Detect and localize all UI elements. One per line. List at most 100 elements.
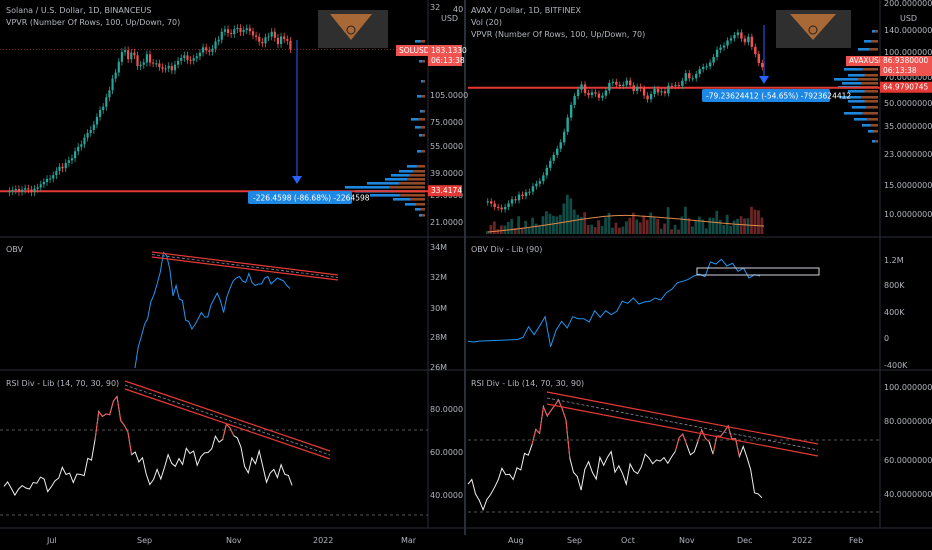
avax-candle [569,104,573,118]
sol-candle [242,30,245,33]
right-price-tick: 23.0000000 [884,150,932,159]
sol-candle [145,54,148,63]
avax-candle [625,80,628,85]
avax-candle [590,92,594,96]
avax-candle [747,36,750,43]
sol-candle [74,151,77,159]
left-price-tag: 183.1330 [431,46,467,55]
avax-candle [695,74,698,79]
right-volume-profile-down [867,118,878,121]
avax-volume-bar [486,231,489,234]
sol-candle [208,50,211,52]
right-countdown-tag: 06:13:38 [883,66,917,75]
sol-candle [70,158,74,161]
avax-volume-bar [656,218,660,234]
left-volume-profile-down [389,186,425,189]
left-obv-tick: 32M [430,273,447,282]
sol-candle [255,35,258,37]
avax-volume-bar [572,209,576,234]
right-volume-profile-down [875,140,878,143]
avax-candle [531,186,535,192]
right-volume-profile-up [848,100,865,103]
avax-volume-bar [697,216,701,234]
avax-volume-bar [510,218,514,234]
left-time-tick: 2022 [313,536,333,545]
avax-candle [549,160,552,168]
right-volume-profile-up [864,40,872,43]
sol-candle [189,59,192,61]
avax-candle [701,66,705,70]
right-volume-profile-up [852,106,867,109]
left-volume-profile-down [416,165,425,168]
avax-volume-bar [503,225,507,234]
left-measure-label: -226.4598 (-86.68%) -2264598 [253,194,370,203]
sol-candle [180,58,183,61]
avax-volume-bar [736,218,739,234]
left-volume-profile-up [407,165,417,168]
avax-volume-bar [517,216,521,234]
sol-candle [186,55,189,60]
right-rsi-channel-upper [546,391,819,445]
avax-candle [705,66,708,68]
right-measure-box [702,89,830,102]
sol-candle [11,190,14,192]
left-rsi-channel-mid [124,384,331,456]
avax-candle [514,199,517,201]
avax-volume-bar [579,216,583,234]
sol-candle [133,52,136,56]
sol-candle [14,189,17,191]
left-rsi-line [3,395,293,497]
sol-candle [201,47,205,53]
right-volume-profile-up [844,112,863,115]
right-volume-profile-down [862,68,878,71]
avax-candle [691,78,694,80]
avax-candle [580,84,583,90]
sol-candle [205,47,208,51]
left-volume-profile-up [391,174,410,177]
avax-candle [608,82,611,91]
sol-candle [67,160,70,163]
avax-candle [622,84,625,86]
left-price-tick: 39.0000 [430,169,463,178]
avax-volume-bar [513,228,517,234]
left-volume-profile-up [420,110,423,113]
sol-candle [245,28,248,31]
sol-candle [8,191,11,193]
right-volume-profile-up [854,118,868,121]
right-rsi-line-overbought [531,399,740,458]
sol-candle [176,60,180,65]
avax-volume-bar [750,206,753,234]
avax-candle [615,81,618,85]
sol-candle [286,39,289,41]
avax-volume-bar [701,219,705,234]
avax-volume-bar [666,207,670,234]
avax-candle [733,35,736,39]
sol-candle [230,33,233,35]
sol-candle [217,39,220,42]
avax-volume-bar [711,218,715,234]
left-watermark-logo [318,10,388,48]
sol-candle [24,188,27,190]
avax-candle [743,38,747,43]
sol-candle [92,124,95,130]
left-volume-profile-up [419,60,423,63]
left-symbol-tag-bg [396,45,432,56]
avax-volume-bar [555,216,559,234]
avax-volume-bar [628,217,632,234]
sol-candle [220,31,223,40]
right-volume-profile-up [872,140,876,143]
left-volume-profile-up [421,80,424,83]
right-volume-profile-down [860,96,878,99]
avax-volume-bar [663,223,667,234]
sol-candle [95,116,99,125]
left-volume-profile-up [415,40,421,43]
avax-candle [754,46,757,54]
sol-candle [117,61,120,73]
sol-candle [61,166,64,169]
left-volume-profile-down [420,208,425,211]
left-volume-profile-down [421,150,425,153]
sol-candle [152,62,155,64]
avax-volume-bar [576,214,580,234]
left-volume-profile-up [411,118,419,121]
sol-candle [148,54,152,63]
